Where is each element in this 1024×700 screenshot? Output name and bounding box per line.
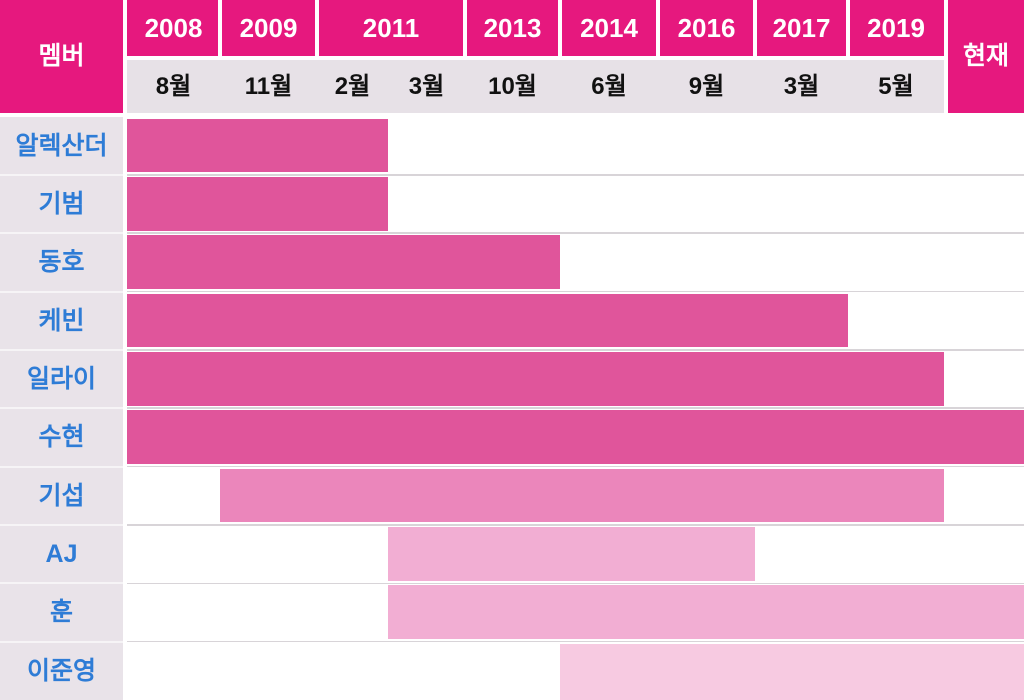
member-name-label: 일라이 (26, 364, 96, 393)
year-label: 2009 (239, 13, 298, 43)
month-label: 3월 (783, 72, 820, 100)
member-name-label: 훈 (49, 598, 73, 627)
row-separator-line (127, 349, 1024, 351)
timeline-bar (560, 643, 1024, 700)
present-header-cell: 현재 (948, 0, 1024, 113)
row-separator-line (127, 232, 1024, 234)
member-name-label: 알렉산더 (15, 131, 108, 160)
member-column-separator (0, 173, 123, 176)
year-label: 2011 (362, 13, 420, 43)
member-name-label: 기섭 (38, 481, 85, 510)
month-label: 8월 (155, 72, 192, 100)
month-label: 10월 (488, 72, 537, 100)
month-label: 2월 (334, 72, 371, 100)
present-header-label: 현재 (962, 42, 1009, 70)
member-name-label: AJ (45, 539, 78, 568)
member-column-separator (0, 465, 123, 468)
member-name-label: 동호 (38, 248, 85, 277)
year-column-separator (846, 0, 850, 56)
row-separator-line (127, 290, 1024, 293)
year-header-row: 2008 2009 2011 2013 2014 2016 2017 2019 (127, 0, 944, 56)
row-separator-line (127, 174, 1024, 176)
row-separator-line (127, 407, 1024, 410)
timeline-bar (127, 293, 848, 348)
row-separator-line (127, 640, 1024, 643)
month-header-row: 8월 11월 2월 3월 10월 6월 9월 3월 5월 (127, 59, 944, 113)
member-column-separator (0, 582, 123, 585)
row-separator-line (127, 524, 1024, 526)
member-name-label: 케빈 (38, 306, 85, 335)
timeline-bar (220, 468, 944, 523)
timeline-bar (127, 176, 388, 231)
year-label: 2017 (772, 13, 831, 43)
timeline-bar (127, 118, 388, 173)
year-label: 2014 (580, 13, 638, 43)
member-header-cell: 멤버 (0, 0, 123, 113)
month-label: 11월 (244, 72, 293, 100)
year-label: 2019 (867, 13, 925, 43)
member-header-label: 멤버 (38, 42, 85, 70)
row-separator-line (127, 465, 1024, 468)
year-column-separator (753, 0, 757, 56)
month-label: 6월 (591, 72, 627, 100)
year-column-separator (218, 0, 222, 56)
year-column-separator (463, 0, 467, 56)
year-column-separator (656, 0, 660, 56)
year-column-separator (558, 0, 562, 56)
timeline-bar (127, 235, 560, 290)
year-label: 2008 (144, 13, 203, 43)
member-column-separator (0, 640, 123, 643)
year-label: 2013 (483, 13, 542, 43)
member-column-separator (0, 348, 123, 351)
timeline-bar (388, 585, 1024, 640)
member-column-separator (0, 290, 123, 293)
month-label: 5월 (878, 72, 914, 100)
month-label: 9월 (688, 72, 725, 100)
member-name-label: 이준영 (26, 656, 96, 685)
timeline-bar (127, 410, 1024, 465)
row-separator-line (127, 582, 1024, 585)
member-column-separator (0, 523, 123, 526)
member-column-separator (0, 232, 123, 235)
member-name-label: 수현 (38, 423, 85, 452)
timeline-bar (388, 526, 755, 581)
year-column-separator (315, 0, 319, 56)
month-label: 3월 (408, 72, 445, 100)
member-name-label: 기범 (38, 189, 85, 218)
timeline-bar (127, 351, 944, 406)
year-label: 2016 (677, 13, 736, 43)
member-column-separator (0, 407, 123, 410)
